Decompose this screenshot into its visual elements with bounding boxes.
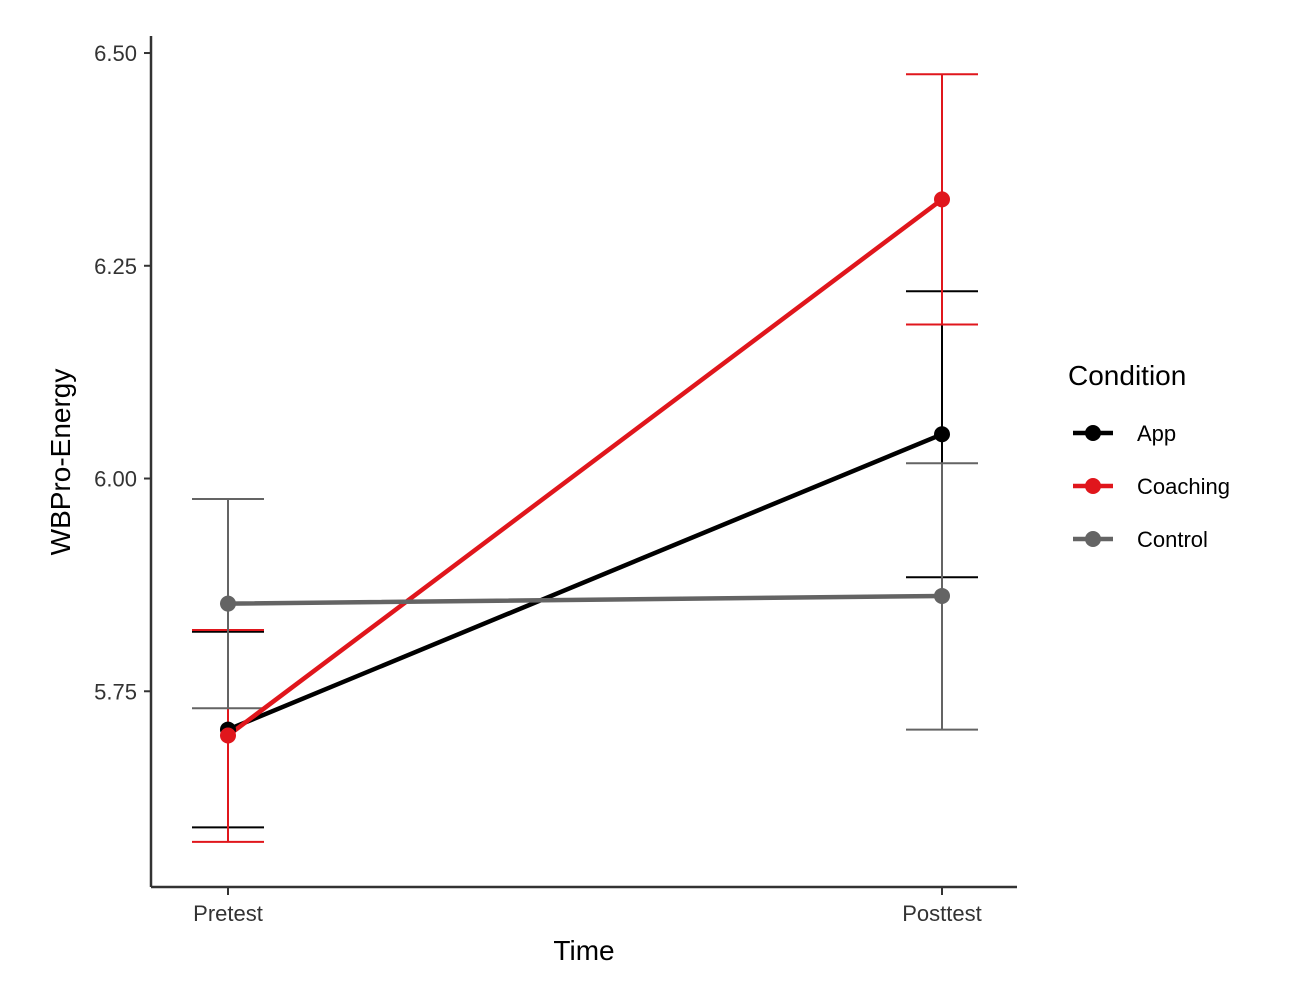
series-line-control [225,593,945,606]
legend-item-coaching: Coaching [1073,474,1230,499]
x-tick-label: Pretest [193,901,263,926]
y-tick-label: 6.00 [94,467,137,492]
plot-area [192,73,978,843]
y-tick-label: 6.50 [94,41,137,66]
legend-title: Condition [1068,360,1186,391]
series-line-app [225,432,945,732]
legend-item-app: App [1073,421,1176,446]
data-point-control [220,595,236,612]
legend-label: Coaching [1137,474,1230,499]
y-tick-label: 5.75 [94,679,137,704]
x-tick-label: Posttest [902,901,981,926]
legend-key-point [1085,478,1101,494]
legend-label: App [1137,421,1176,446]
axes [149,36,1017,889]
series-line-coaching [225,197,945,738]
ticks: 5.75 6.00 6.25 6.50 Pretest Posttest [94,41,982,926]
legend-item-control: Control [1073,527,1208,552]
y-axis-title: WBPro-Energy [45,369,76,556]
legend-label: Control [1137,527,1208,552]
legend-key-point [1085,425,1101,441]
y-tick-label: 6.25 [94,254,137,279]
data-point-control [934,587,950,604]
x-axis-title: Time [553,935,614,966]
legend: Condition App Coaching Control [1068,360,1230,552]
data-point-coaching [934,191,950,208]
data-point-coaching [220,727,236,744]
data-point-app [934,426,950,443]
legend-key-point [1085,531,1101,547]
